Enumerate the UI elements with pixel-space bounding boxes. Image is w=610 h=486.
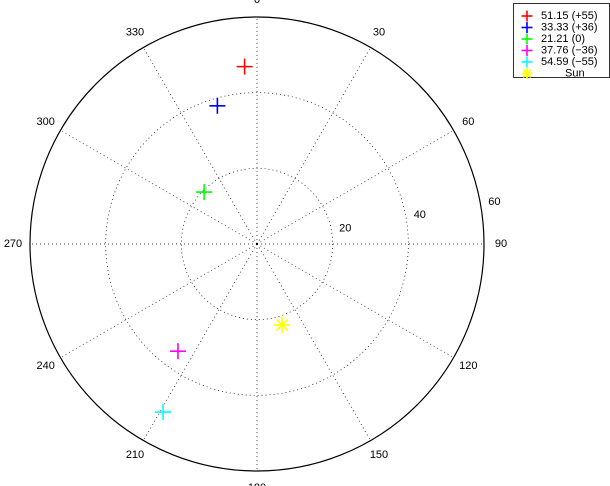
r-tick-label: 20 [339, 222, 351, 234]
grid-ring [180, 167, 334, 321]
theta-tick-label: 210 [126, 449, 144, 461]
grid-spoke [256, 47, 371, 245]
theta-tick-label: 120 [459, 360, 477, 372]
theta-tick-label: 330 [126, 27, 144, 39]
theta-tick-label: 90 [495, 238, 507, 250]
center-dot [255, 242, 259, 246]
theta-tick-label: 270 [4, 238, 22, 250]
marker-stroke [522, 69, 532, 78]
marker [521, 10, 533, 22]
theta-tick-label: 30 [373, 27, 385, 39]
marker [236, 58, 253, 75]
marker [521, 33, 533, 45]
grid-spoke [143, 47, 258, 245]
marker [209, 97, 226, 114]
marker [196, 184, 213, 201]
legend-label: 51.15 (+55) [541, 10, 598, 22]
grid-spoke [256, 243, 371, 441]
marker [521, 56, 533, 68]
grid-spoke [256, 130, 454, 245]
legend-label: Sun [565, 67, 585, 79]
grid-spoke [143, 243, 258, 441]
legend-label: 54.59 (−55) [541, 56, 598, 68]
theta-tick-label: 60 [462, 116, 474, 128]
grid-spoke [60, 130, 258, 245]
grid-ring [105, 92, 409, 396]
r-tick-label: 60 [488, 196, 500, 208]
marker [155, 404, 172, 421]
theta-tick-label: 240 [37, 360, 55, 372]
marker [169, 343, 186, 360]
marker [521, 22, 533, 33]
theta-tick-label: 180 [248, 482, 266, 486]
marker [521, 68, 533, 79]
theta-tick-label: 0 [254, 0, 260, 6]
grid-spoke [256, 243, 454, 358]
legend-label: 21.21 (0) [541, 33, 585, 45]
marker [274, 316, 291, 333]
theta-tick-label: 150 [370, 449, 388, 461]
theta-tick-label: 300 [37, 116, 55, 128]
marker [521, 45, 533, 56]
r-tick-label: 40 [414, 209, 426, 221]
legend-label: 33.33 (+36) [541, 21, 598, 33]
marker-stroke [275, 318, 289, 332]
legend-label: 37.76 (−36) [541, 44, 598, 56]
grid-spoke [60, 243, 258, 358]
outer-ring [29, 16, 485, 472]
